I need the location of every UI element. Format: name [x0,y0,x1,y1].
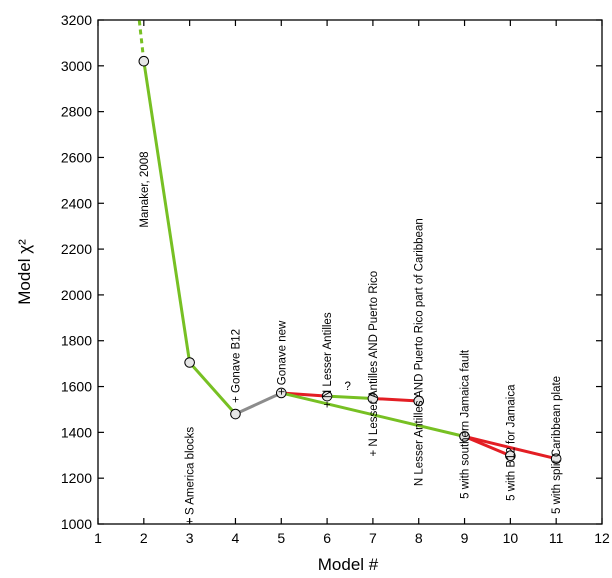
series-line-segment [325,394,375,400]
model-annotation: + S America blocks [185,427,197,525]
series-line-segment [371,396,421,403]
y-tick-label: 3000 [61,58,92,74]
y-tick-label: 2200 [61,241,92,257]
series-line-segment [188,360,237,416]
x-tick-label: 9 [461,530,469,546]
x-axis-label: Model # [318,555,379,574]
y-tick-label: 1000 [61,516,92,532]
model-annotation: + N Lesser Antilles [322,312,334,408]
model-annotation: 5 with B12 for Jamaica [505,384,517,501]
x-tick-label: 11 [549,530,564,546]
model-annotation: N Lesser Antilles AND Puerto Rico part o… [414,218,426,486]
y-tick-label: 1200 [61,470,92,486]
y-axis-label: Model χ² [15,239,34,305]
question-mark: ? [345,381,351,393]
model-annotation: + Gonave new [276,320,288,395]
x-tick-label: 4 [232,530,240,546]
y-tick-label: 1800 [61,333,92,349]
series-line-segment [142,59,192,364]
model-annotation: + Gonave B12 [230,329,242,403]
plot-frame [97,19,603,525]
annotations: Manaker, 2008 + S America blocks + Gonave … [139,151,563,524]
data-point [459,431,470,442]
series-line-segment [463,434,558,461]
data-point [321,390,333,402]
x-tick-label: 1 [94,530,102,546]
data-point [367,393,379,404]
x-tick-label: 12 [594,530,610,546]
x-tick-label: 8 [415,530,423,546]
axes: 1 2 3 4 5 6 7 8 9 10 11 121000120014001600180020002… [61,12,610,546]
series-lines [137,19,558,461]
x-tick-label: 6 [323,530,331,546]
x-tick-label: 5 [277,530,285,546]
x-tick-label: 10 [503,530,519,546]
data-point [138,55,150,67]
y-tick-label: 1600 [61,379,92,395]
y-tick-label: 2400 [61,195,92,211]
y-tick-label: 1400 [61,424,92,440]
data-point [230,408,241,420]
model-annotation: 5 with southern Jamaica fault [460,349,472,499]
series-line-segment [279,391,467,438]
x-tick-label: 7 [369,530,377,546]
data-point [275,387,287,399]
data-point [505,450,516,462]
y-tick-label: 3200 [61,12,92,28]
x-tick-label: 2 [140,530,148,546]
model-annotation: 5 with split Caribbean plate [551,376,563,514]
axis-labels: Model # Model χ² [15,239,379,574]
data-point [550,453,562,465]
series-line-segment [233,391,283,416]
x-tick-label: 3 [186,530,194,546]
model-annotation: + N Lesser Antilles AND Puerto Rico [368,271,380,457]
y-tick-label: 2000 [61,287,92,303]
model-annotation: Manaker, 2008 [139,151,151,227]
data-points [138,55,562,465]
data-point [184,357,195,368]
y-tick-label: 2600 [61,149,92,165]
y-tick-label: 2800 [61,104,92,120]
data-point [413,395,425,407]
dashed-series-line [137,19,146,62]
